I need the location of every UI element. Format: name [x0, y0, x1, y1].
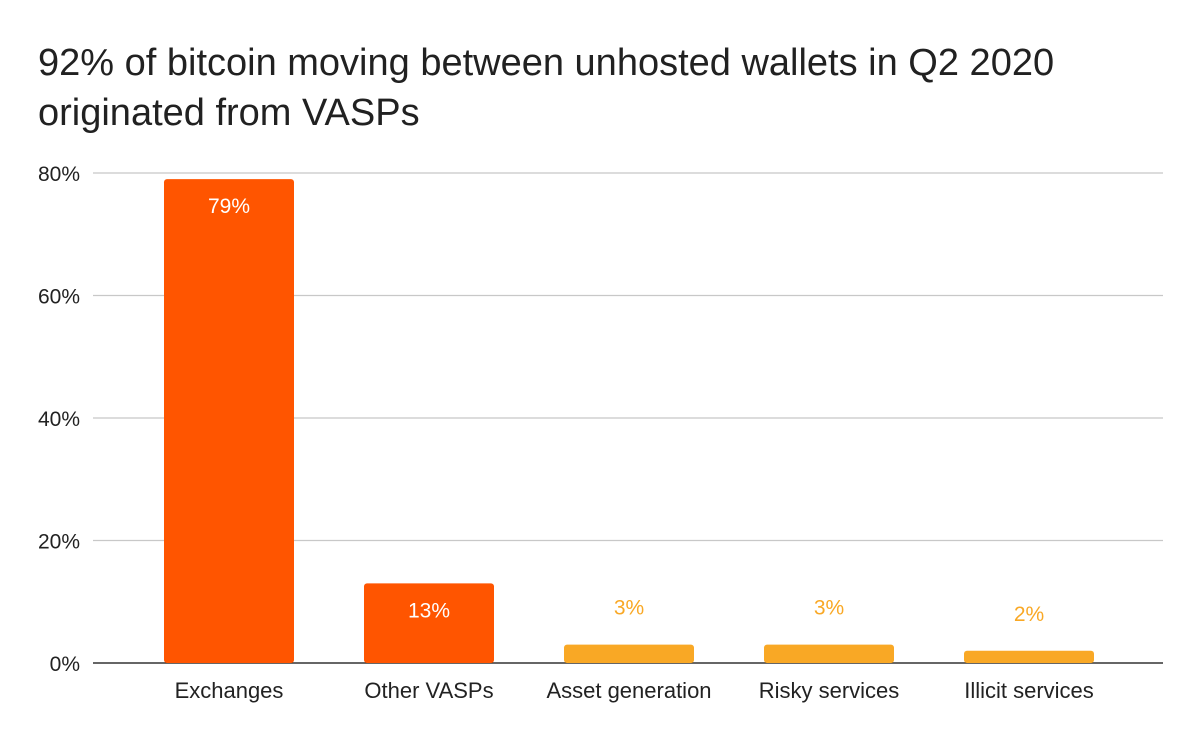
data-labels: 79% 13% 3% 3% 2% [208, 195, 1044, 626]
bar [964, 650, 1094, 663]
bar [764, 644, 894, 663]
y-tick-label: 80% [38, 163, 80, 186]
x-tick-label: Illicit services [964, 678, 1094, 703]
data-label: 2% [1014, 603, 1044, 626]
chart-title: 92% of bitcoin moving between unhosted w… [38, 42, 1055, 134]
x-tick-label: Risky services [759, 678, 900, 703]
y-tick-label: 0% [50, 653, 80, 676]
y-tick-label: 40% [38, 408, 80, 431]
bar [164, 179, 294, 663]
bars [164, 179, 1094, 663]
bar [364, 583, 494, 663]
data-label: 3% [814, 597, 844, 620]
bar [564, 644, 694, 663]
x-tick-label: Other VASPs [364, 678, 493, 703]
x-axis-category-labels: Exchanges Other VASPs Asset generation Risk… [175, 678, 1094, 703]
y-axis-tick-labels: 0% 20% 40% 60% 80% [38, 163, 80, 676]
y-tick-label: 60% [38, 286, 80, 309]
x-tick-label: Exchanges [175, 678, 284, 703]
x-tick-label: Asset generation [546, 678, 711, 703]
data-label: 79% [208, 195, 250, 218]
data-label: 13% [408, 599, 450, 622]
data-label: 3% [614, 597, 644, 620]
y-tick-label: 20% [38, 531, 80, 554]
